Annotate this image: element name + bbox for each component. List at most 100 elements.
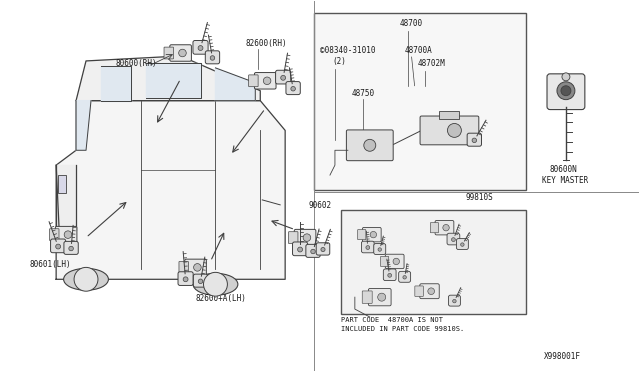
- Circle shape: [179, 49, 186, 57]
- FancyBboxPatch shape: [449, 295, 460, 306]
- FancyBboxPatch shape: [306, 244, 320, 257]
- FancyBboxPatch shape: [193, 274, 208, 287]
- Circle shape: [56, 244, 61, 249]
- FancyBboxPatch shape: [49, 229, 59, 241]
- FancyBboxPatch shape: [316, 243, 330, 255]
- FancyBboxPatch shape: [362, 227, 381, 242]
- FancyBboxPatch shape: [276, 70, 291, 84]
- FancyBboxPatch shape: [178, 272, 193, 285]
- Circle shape: [561, 86, 571, 96]
- FancyBboxPatch shape: [179, 262, 188, 273]
- Text: 80600N: 80600N: [549, 165, 577, 174]
- Circle shape: [378, 293, 386, 301]
- Text: 99810S: 99810S: [465, 193, 493, 202]
- Polygon shape: [56, 165, 76, 230]
- FancyBboxPatch shape: [547, 74, 585, 110]
- FancyBboxPatch shape: [420, 116, 479, 145]
- Circle shape: [194, 264, 201, 271]
- Circle shape: [311, 249, 316, 254]
- Circle shape: [461, 243, 464, 246]
- Circle shape: [364, 140, 376, 151]
- Text: INCLUDED IN PART CODE 99810S.: INCLUDED IN PART CODE 99810S.: [341, 326, 464, 332]
- FancyBboxPatch shape: [383, 269, 396, 280]
- Bar: [314, 13, 526, 190]
- FancyBboxPatch shape: [64, 241, 78, 254]
- Text: (2): (2): [332, 57, 346, 66]
- Circle shape: [370, 231, 376, 238]
- FancyBboxPatch shape: [362, 291, 372, 304]
- Text: 80601(LH): 80601(LH): [29, 260, 71, 269]
- FancyBboxPatch shape: [467, 133, 481, 146]
- FancyBboxPatch shape: [415, 286, 423, 296]
- Text: 82600+A(LH): 82600+A(LH): [196, 294, 246, 303]
- Circle shape: [472, 138, 477, 142]
- FancyBboxPatch shape: [381, 256, 388, 266]
- Circle shape: [562, 73, 570, 81]
- Polygon shape: [146, 63, 200, 98]
- Circle shape: [378, 248, 381, 251]
- FancyBboxPatch shape: [289, 232, 298, 244]
- Ellipse shape: [63, 268, 108, 290]
- Text: X998001F: X998001F: [544, 352, 581, 361]
- Polygon shape: [76, 101, 91, 150]
- FancyBboxPatch shape: [362, 241, 374, 253]
- Circle shape: [447, 124, 461, 137]
- Polygon shape: [101, 66, 131, 101]
- Circle shape: [291, 86, 296, 91]
- Circle shape: [557, 82, 575, 100]
- Circle shape: [443, 224, 449, 231]
- FancyBboxPatch shape: [399, 271, 411, 282]
- Circle shape: [298, 247, 303, 252]
- Circle shape: [183, 277, 188, 282]
- FancyBboxPatch shape: [55, 227, 77, 243]
- FancyBboxPatch shape: [170, 45, 191, 61]
- FancyBboxPatch shape: [456, 238, 468, 250]
- FancyBboxPatch shape: [286, 81, 300, 94]
- Circle shape: [452, 299, 456, 303]
- FancyBboxPatch shape: [185, 259, 206, 276]
- Circle shape: [393, 258, 399, 264]
- Circle shape: [210, 56, 215, 60]
- FancyBboxPatch shape: [374, 244, 386, 254]
- Circle shape: [198, 279, 203, 283]
- FancyBboxPatch shape: [346, 130, 393, 161]
- FancyBboxPatch shape: [358, 230, 366, 240]
- FancyBboxPatch shape: [292, 242, 308, 256]
- Circle shape: [64, 231, 72, 238]
- Text: 48702M: 48702M: [417, 59, 445, 68]
- Text: 48700A: 48700A: [404, 46, 433, 55]
- Polygon shape: [216, 68, 255, 101]
- Circle shape: [74, 267, 98, 291]
- FancyBboxPatch shape: [385, 254, 404, 269]
- Circle shape: [428, 288, 435, 295]
- Text: 82600(RH): 82600(RH): [245, 39, 287, 48]
- Circle shape: [204, 272, 227, 296]
- FancyBboxPatch shape: [164, 47, 173, 59]
- Circle shape: [366, 246, 370, 250]
- Text: 80600(RH): 80600(RH): [116, 59, 157, 68]
- Bar: [341, 210, 526, 314]
- Bar: [58, 175, 66, 193]
- FancyBboxPatch shape: [294, 230, 316, 246]
- Circle shape: [321, 247, 325, 251]
- Circle shape: [281, 76, 285, 80]
- Bar: [440, 110, 460, 119]
- Text: ©08340-31010: ©08340-31010: [320, 46, 376, 55]
- FancyBboxPatch shape: [430, 222, 438, 233]
- Text: 48750: 48750: [352, 89, 375, 98]
- Circle shape: [263, 77, 271, 84]
- Text: 90602: 90602: [308, 201, 331, 210]
- Circle shape: [388, 273, 392, 277]
- Ellipse shape: [193, 273, 238, 295]
- FancyBboxPatch shape: [51, 239, 66, 253]
- Text: KEY MASTER: KEY MASTER: [542, 176, 588, 185]
- FancyBboxPatch shape: [249, 75, 258, 87]
- Circle shape: [403, 276, 406, 279]
- Circle shape: [451, 238, 455, 241]
- Circle shape: [303, 234, 310, 241]
- Text: 48700: 48700: [399, 19, 423, 28]
- FancyBboxPatch shape: [420, 284, 439, 299]
- Polygon shape: [56, 101, 285, 279]
- Text: PART CODE  48700A IS NOT: PART CODE 48700A IS NOT: [341, 317, 443, 323]
- FancyBboxPatch shape: [205, 51, 220, 64]
